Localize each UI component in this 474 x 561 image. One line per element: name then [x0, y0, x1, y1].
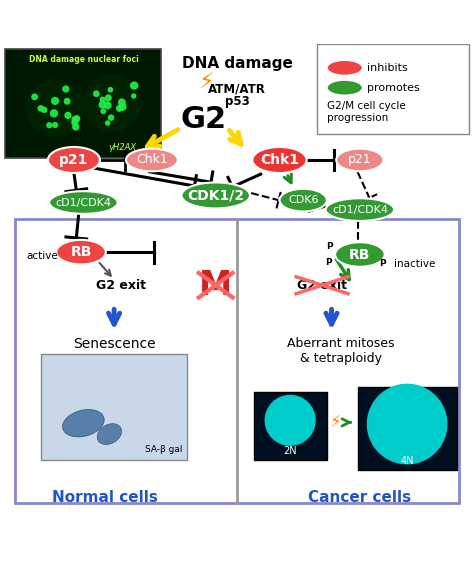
FancyBboxPatch shape [254, 392, 327, 460]
FancyBboxPatch shape [357, 387, 457, 470]
Circle shape [73, 124, 79, 130]
Circle shape [74, 116, 80, 122]
Ellipse shape [336, 149, 383, 171]
Text: inhibits: inhibits [367, 63, 408, 73]
Text: P: P [325, 258, 331, 267]
Circle shape [72, 119, 78, 126]
Ellipse shape [126, 149, 178, 171]
Circle shape [38, 106, 44, 111]
Circle shape [42, 107, 47, 112]
Text: CDK1/2: CDK1/2 [187, 188, 244, 203]
Ellipse shape [48, 147, 100, 173]
Text: γH2AX: γH2AX [109, 143, 137, 152]
Circle shape [104, 102, 111, 109]
Text: cD1/CDK4: cD1/CDK4 [55, 197, 111, 208]
Text: G2: G2 [181, 105, 227, 134]
Ellipse shape [182, 182, 250, 209]
Text: G2/M cell cycle
progression: G2/M cell cycle progression [327, 101, 406, 122]
Circle shape [265, 396, 315, 445]
Text: inactive: inactive [393, 259, 435, 269]
Circle shape [105, 95, 111, 101]
Ellipse shape [49, 191, 118, 214]
Circle shape [100, 97, 105, 102]
Text: G2 exit: G2 exit [297, 279, 347, 292]
FancyBboxPatch shape [41, 354, 187, 460]
Text: Senescence: Senescence [73, 337, 155, 351]
Text: G2 exit: G2 exit [96, 279, 146, 292]
Ellipse shape [63, 410, 104, 437]
Text: p53: p53 [225, 95, 249, 108]
Text: ⚡: ⚡ [329, 413, 341, 431]
Circle shape [118, 103, 126, 111]
Text: cD1/CDK4: cD1/CDK4 [332, 205, 388, 215]
Text: Normal cells: Normal cells [52, 490, 158, 505]
Text: ⚡: ⚡ [199, 73, 214, 93]
FancyBboxPatch shape [15, 219, 459, 503]
Text: DNA damage nuclear foci: DNA damage nuclear foci [28, 54, 138, 63]
FancyBboxPatch shape [318, 44, 469, 134]
Text: SA-β gal: SA-β gal [145, 445, 182, 454]
Text: 4N: 4N [401, 456, 414, 466]
Circle shape [65, 112, 71, 118]
Text: P: P [326, 242, 333, 251]
Text: RB: RB [70, 245, 92, 259]
Circle shape [83, 75, 140, 132]
Ellipse shape [252, 147, 307, 173]
Text: DNA damage: DNA damage [182, 56, 292, 71]
Circle shape [64, 99, 70, 104]
Text: 2N: 2N [283, 447, 297, 456]
Text: promotes: promotes [367, 82, 419, 93]
Ellipse shape [326, 198, 394, 221]
Ellipse shape [280, 189, 327, 211]
Circle shape [132, 94, 136, 98]
Circle shape [367, 384, 447, 464]
Text: Chk1: Chk1 [136, 154, 168, 167]
Circle shape [72, 117, 78, 122]
Circle shape [50, 110, 57, 117]
Text: p21: p21 [59, 153, 89, 167]
Text: Cancer cells: Cancer cells [308, 490, 411, 505]
Circle shape [99, 102, 106, 108]
Circle shape [101, 109, 106, 113]
Circle shape [47, 123, 52, 128]
Circle shape [109, 115, 114, 120]
Circle shape [108, 88, 112, 92]
Text: p21: p21 [348, 154, 372, 167]
Circle shape [63, 86, 69, 92]
Ellipse shape [335, 242, 385, 267]
Circle shape [131, 82, 137, 89]
Ellipse shape [97, 424, 122, 444]
Circle shape [118, 99, 125, 105]
Circle shape [52, 98, 58, 104]
Text: RB: RB [349, 247, 371, 261]
Text: active: active [27, 251, 58, 261]
Text: M: M [199, 269, 232, 302]
Text: CDK6: CDK6 [288, 195, 319, 205]
Circle shape [117, 105, 122, 111]
Circle shape [94, 91, 99, 96]
Circle shape [106, 121, 109, 125]
Ellipse shape [327, 60, 363, 75]
Text: P: P [379, 259, 386, 269]
Circle shape [53, 123, 57, 127]
Circle shape [27, 80, 83, 136]
Text: Chk1: Chk1 [260, 153, 299, 167]
Text: Aberrant mitoses
& tetraploidy: Aberrant mitoses & tetraploidy [287, 337, 395, 365]
Text: ATM/ATR: ATM/ATR [208, 82, 266, 95]
FancyBboxPatch shape [5, 49, 161, 158]
Ellipse shape [56, 240, 106, 264]
Circle shape [32, 94, 37, 100]
Ellipse shape [327, 80, 363, 95]
